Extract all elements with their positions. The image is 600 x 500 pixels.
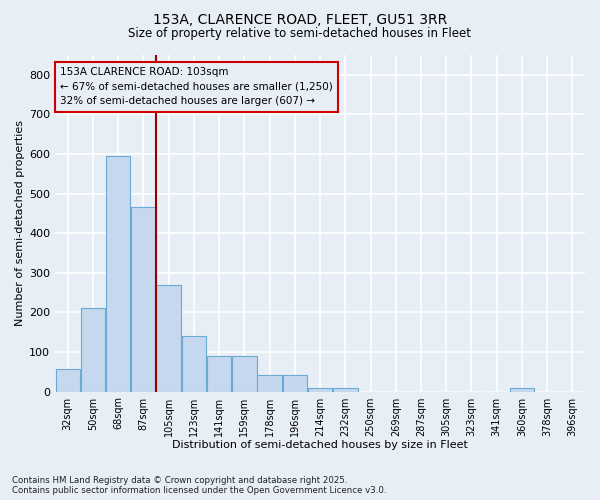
X-axis label: Distribution of semi-detached houses by size in Fleet: Distribution of semi-detached houses by … (172, 440, 468, 450)
Bar (81, 308, 105, 392)
Text: Contains HM Land Registry data © Crown copyright and database right 2025.
Contai: Contains HM Land Registry data © Crown c… (12, 476, 386, 495)
Bar (232, 356, 257, 392)
Bar (283, 374, 307, 392)
Bar (509, 388, 534, 392)
Text: 153A, CLARENCE ROAD, FLEET, GU51 3RR: 153A, CLARENCE ROAD, FLEET, GU51 3RR (153, 12, 447, 26)
Text: 153A CLARENCE ROAD: 103sqm
← 67% of semi-detached houses are smaller (1,250)
32%: 153A CLARENCE ROAD: 103sqm ← 67% of semi… (60, 67, 333, 106)
Bar (333, 388, 358, 392)
Bar (131, 208, 155, 392)
Bar (182, 336, 206, 392)
Bar (157, 284, 181, 392)
Bar (308, 388, 332, 392)
Bar (257, 374, 282, 392)
Text: Size of property relative to semi-detached houses in Fleet: Size of property relative to semi-detach… (128, 28, 472, 40)
Bar (56, 368, 80, 392)
Bar (106, 156, 130, 392)
Y-axis label: Number of semi-detached properties: Number of semi-detached properties (15, 120, 25, 326)
Bar (207, 356, 232, 392)
